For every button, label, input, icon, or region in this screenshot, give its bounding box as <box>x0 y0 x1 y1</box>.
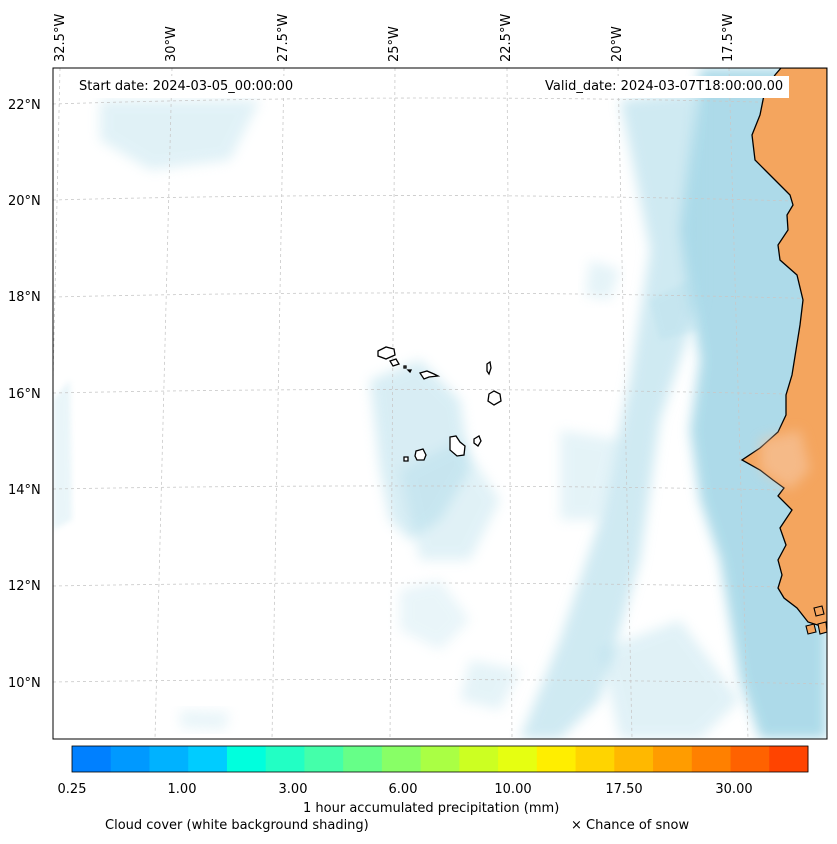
colorbar-segment <box>343 746 383 772</box>
bissagos-islands <box>805 605 827 635</box>
map-frame <box>52 67 828 740</box>
colorbar <box>72 746 809 772</box>
colorbar-segment <box>265 746 305 772</box>
colorbar-segment <box>149 746 189 772</box>
colorbar-frame <box>71 745 809 773</box>
lat-label: 14°N <box>8 483 41 498</box>
colorbar-segment <box>72 746 112 772</box>
colorbar-segment <box>769 746 809 772</box>
colorbar-tick-label: 10.00 <box>494 782 532 797</box>
lat-label: 18°N <box>8 290 41 305</box>
colorbar-tick-label: 3.00 <box>278 782 308 797</box>
colorbar-tick-label: 6.00 <box>388 782 418 797</box>
colorbar-segment <box>536 746 577 772</box>
start-date-label: Start date: 2024-03-05_00:00:00 <box>73 76 300 98</box>
colorbar-segment <box>691 746 732 772</box>
colorbar-title: 1 hour accumulated precipitation (mm) <box>303 801 560 816</box>
valid-date-label: Valid_date: 2024-03-07T18:00:00.00 <box>539 76 790 98</box>
colorbar-segment <box>459 746 499 772</box>
colorbar-segment <box>110 746 150 772</box>
colorbar-tick-label: 1.00 <box>167 782 197 797</box>
lat-label: 20°N <box>8 194 41 209</box>
colorbar-tick-label: 0.25 <box>57 782 87 797</box>
lat-label: 12°N <box>8 579 41 594</box>
graticule <box>53 68 827 739</box>
colorbar-segment <box>304 746 344 772</box>
lat-label: 16°N <box>8 387 41 402</box>
colorbar-segment <box>420 746 460 772</box>
colorbar-segment <box>653 746 693 772</box>
colorbar-segment <box>614 746 654 772</box>
cloud-cover-note: Cloud cover (white background shading) <box>105 818 369 833</box>
colorbar-tick-label: 17.50 <box>605 782 643 797</box>
africa-interior-shading <box>760 430 810 490</box>
lat-label: 22°N <box>8 98 41 113</box>
cape-verde-islands <box>377 346 502 462</box>
colorbar-tick-label: 30.00 <box>715 782 753 797</box>
colorbar-segment <box>730 746 770 772</box>
colorbar-segment <box>575 746 615 772</box>
snow-note: × Chance of snow <box>571 818 690 833</box>
colorbar-segment <box>498 746 538 772</box>
lat-label: 10°N <box>8 676 41 691</box>
colorbar-segment <box>226 746 267 772</box>
colorbar-segment <box>381 746 422 772</box>
africa-coast <box>740 68 827 629</box>
colorbar-segment <box>188 746 228 772</box>
